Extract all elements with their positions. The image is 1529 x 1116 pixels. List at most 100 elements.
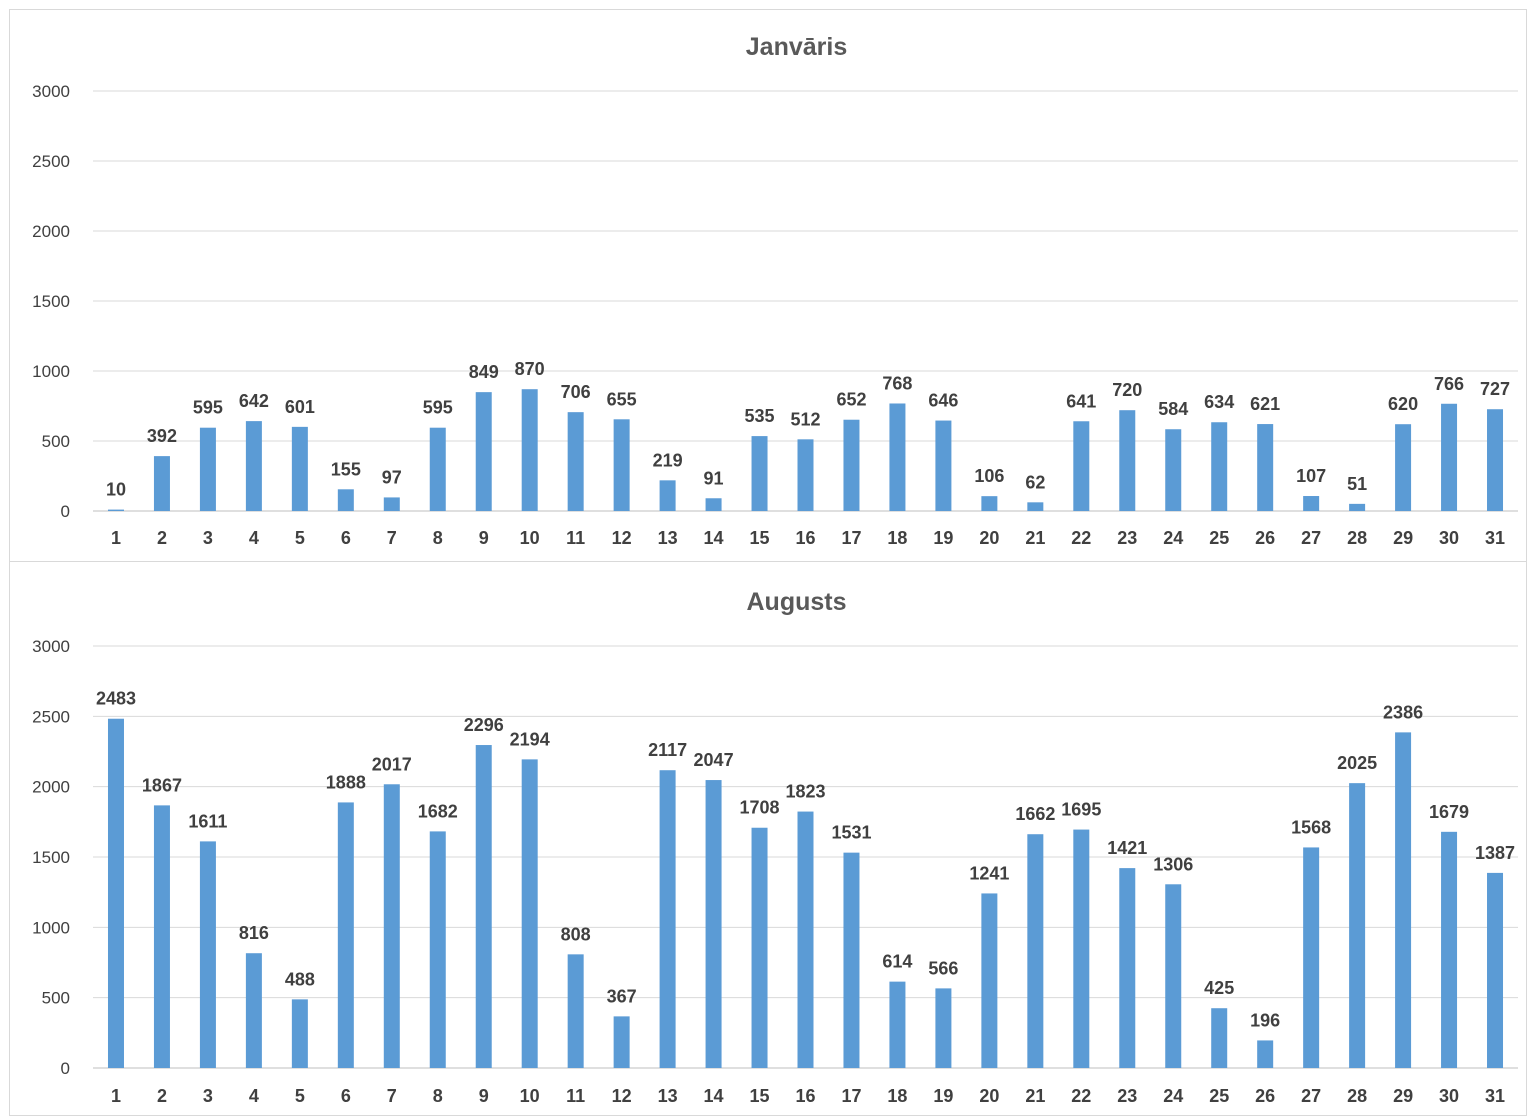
y-tick-label: 3000 [32, 637, 70, 656]
x-tick-label: 28 [1347, 1086, 1367, 1106]
x-tick-label: 6 [341, 528, 351, 548]
bar [153, 805, 170, 1068]
bar [935, 988, 952, 1068]
data-label: 1531 [831, 823, 871, 843]
y-tick-label: 1500 [32, 848, 70, 867]
data-label: 91 [704, 468, 724, 488]
x-tick-label: 13 [658, 1086, 678, 1106]
data-label: 768 [882, 373, 912, 393]
bar [107, 718, 124, 1068]
x-tick-label: 31 [1485, 1086, 1505, 1106]
data-label: 425 [1204, 978, 1234, 998]
chart-panel-augusts: Augusts 0 500 1000 1500 2000 2500 3000 2483 1 1867… [9, 562, 1527, 1116]
data-label: 62 [1025, 472, 1045, 492]
bar [889, 981, 906, 1068]
x-tick-label: 18 [887, 1086, 907, 1106]
bar [245, 953, 262, 1068]
x-tick-label: 22 [1071, 528, 1091, 548]
bar [705, 780, 722, 1068]
bar [613, 1016, 630, 1068]
bar [429, 427, 446, 511]
bar [981, 893, 998, 1068]
y-tick-label: 2500 [32, 152, 70, 171]
bar [1303, 847, 1320, 1068]
x-tick-label: 16 [795, 528, 815, 548]
bar [245, 421, 262, 511]
bar [521, 759, 538, 1068]
data-label: 106 [974, 466, 1004, 486]
data-label: 652 [836, 390, 866, 410]
data-label: 566 [928, 958, 958, 978]
x-tick-label: 20 [979, 1086, 999, 1106]
bar [1165, 429, 1182, 511]
bar [153, 456, 170, 511]
data-label: 1867 [142, 775, 182, 795]
x-tick-label: 27 [1301, 1086, 1321, 1106]
bar [1165, 884, 1182, 1068]
data-label: 488 [285, 969, 315, 989]
x-tick-label: 9 [479, 528, 489, 548]
x-tick-label: 25 [1209, 1086, 1229, 1106]
bar [337, 802, 354, 1068]
bar [843, 852, 860, 1068]
x-tick-label: 2 [157, 1086, 167, 1106]
bar [1441, 403, 1458, 511]
x-tick-label: 23 [1117, 528, 1137, 548]
data-label: 720 [1112, 380, 1142, 400]
data-label: 2025 [1337, 753, 1377, 773]
data-label: 367 [607, 986, 637, 1006]
y-tick-label: 0 [61, 1059, 70, 1078]
y-tick-label: 2500 [32, 707, 70, 726]
y-tick-label: 1500 [32, 292, 70, 311]
bar-chart-augusts: Augusts050010001500200025003000248311867… [32, 588, 1518, 1106]
x-tick-label: 17 [841, 1086, 861, 1106]
bar [751, 827, 768, 1068]
data-label: 727 [1480, 379, 1510, 399]
data-label: 97 [382, 467, 402, 487]
bar-chart-janvaris: Janvāris05001000150020002500300010139225… [32, 33, 1518, 548]
bar [1073, 421, 1090, 511]
bar [291, 999, 308, 1068]
bar [797, 811, 814, 1068]
x-tick-label: 24 [1163, 1086, 1183, 1106]
data-label: 870 [515, 359, 545, 379]
bar [659, 480, 676, 511]
x-tick-label: 4 [249, 528, 259, 548]
y-tick-label: 2000 [32, 222, 70, 241]
data-label: 2483 [96, 689, 136, 709]
data-label: 706 [561, 382, 591, 402]
x-tick-label: 7 [387, 528, 397, 548]
y-tick-label: 1000 [32, 918, 70, 937]
bar [981, 496, 998, 511]
x-tick-label: 26 [1255, 1086, 1275, 1106]
data-label: 621 [1250, 394, 1280, 414]
x-tick-label: 11 [566, 1086, 585, 1106]
bar [751, 436, 768, 511]
x-tick-label: 14 [704, 528, 724, 548]
bar [1257, 1040, 1274, 1068]
bar [889, 403, 906, 511]
bar [1119, 410, 1136, 511]
bar [1211, 1008, 1228, 1068]
x-tick-label: 5 [295, 528, 305, 548]
bar [1487, 409, 1504, 511]
data-label: 584 [1158, 399, 1188, 419]
bar [1073, 829, 1090, 1068]
data-label: 1241 [969, 863, 1009, 883]
bar [199, 841, 216, 1068]
bar [613, 419, 630, 511]
x-tick-label: 28 [1347, 528, 1367, 548]
data-label: 620 [1388, 394, 1418, 414]
data-label: 655 [607, 389, 637, 409]
x-tick-label: 1 [111, 528, 121, 548]
bar [1027, 834, 1044, 1068]
data-label: 601 [285, 397, 315, 417]
x-tick-label: 14 [704, 1086, 724, 1106]
bar [1211, 422, 1228, 511]
bar [1441, 831, 1458, 1068]
chart-title: Janvāris [746, 33, 847, 61]
x-tick-label: 16 [795, 1086, 815, 1106]
data-label: 196 [1250, 1010, 1280, 1030]
chart-panel-janvaris: Janvāris 0 500 1000 1500 2000 2500 3000 10 1 392 2 5… [9, 9, 1527, 562]
data-label: 816 [239, 923, 269, 943]
